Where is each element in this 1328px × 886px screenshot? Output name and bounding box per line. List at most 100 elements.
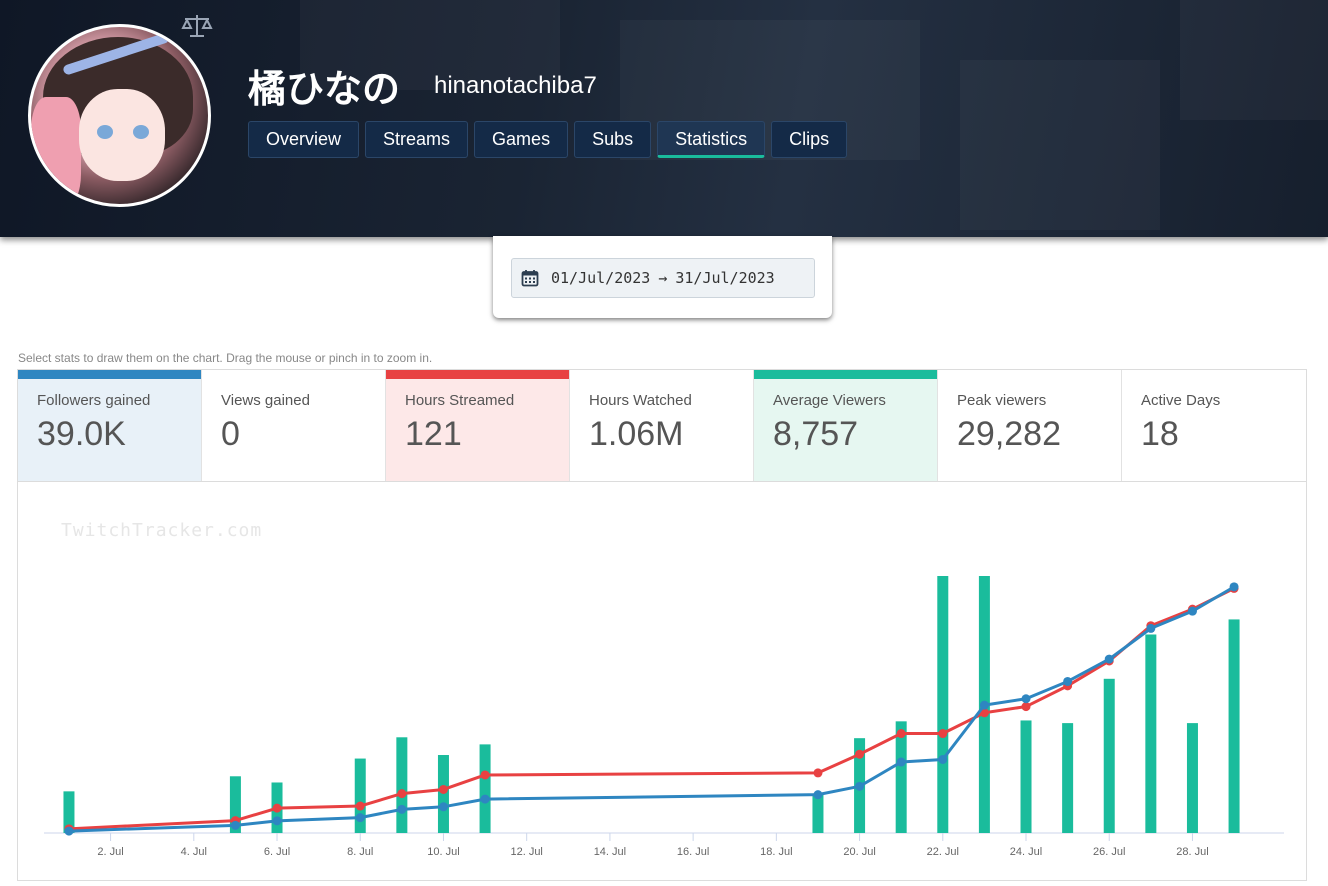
bar-average-viewers (1186, 723, 1198, 833)
tab-subs[interactable]: Subs (574, 121, 652, 158)
bar-average-viewers (354, 758, 366, 833)
point-hours-streamed (855, 749, 865, 759)
chart-canvas[interactable]: 2. Jul 4. Jul 6. Jul 8. Jul 10. Jul 12. Jul 14… (18, 482, 1308, 882)
stat-label: Followers gained (37, 392, 151, 409)
point-followers-gained (1187, 606, 1197, 616)
stat-value: 121 (405, 415, 462, 453)
point-followers-gained (1063, 676, 1073, 686)
bar-average-viewers (1103, 678, 1115, 833)
point-followers-gained (938, 754, 948, 764)
point-followers-gained (813, 790, 823, 800)
tab-statistics[interactable]: Statistics (657, 121, 766, 158)
point-followers-gained (230, 820, 240, 830)
x-tick-label: 28. Jul (1176, 846, 1208, 858)
stat-value: 1.06M (589, 415, 684, 453)
line-hours-streamed (68, 587, 1235, 831)
bar-average-viewers (895, 721, 907, 833)
bar-average-viewers (1020, 720, 1032, 833)
bar-average-viewers (396, 737, 408, 833)
point-followers-gained (1146, 623, 1156, 633)
tab-clips[interactable]: Clips (771, 121, 848, 158)
stat-active-days[interactable]: Active Days 18 (1122, 370, 1306, 482)
point-hours-streamed (1021, 702, 1031, 712)
x-tick-label: 22. Jul (927, 846, 959, 858)
tab-overview[interactable]: Overview (248, 121, 360, 158)
point-hours-streamed (272, 803, 282, 813)
x-tick-label: 10. Jul (427, 846, 459, 858)
point-hours-streamed (480, 770, 490, 780)
date-end: 31/Jul/2023 (675, 269, 775, 287)
x-tick-label: 14. Jul (594, 846, 626, 858)
bar-average-viewers (229, 776, 241, 833)
bar-average-viewers (937, 576, 949, 833)
x-tick-label: 4. Jul (181, 846, 207, 858)
calendar-icon (521, 270, 539, 287)
tab-games[interactable]: Games (474, 121, 569, 158)
stats-row: Followers gained 39.0K Views gained 0 Ho… (17, 369, 1307, 482)
line-followers-gained (68, 585, 1235, 833)
point-followers-gained (855, 781, 865, 791)
point-followers-gained (979, 700, 989, 710)
date-start: 01/Jul/2023 (551, 269, 651, 287)
avatar (28, 24, 211, 207)
watermark: TwitchTracker.com (61, 520, 263, 541)
x-tick-label: 2. Jul (97, 846, 123, 858)
stat-followers-gained[interactable]: Followers gained 39.0K (18, 370, 202, 482)
stat-value: 18 (1141, 415, 1179, 453)
date-range-picker[interactable]: 01/Jul/2023 → 31/Jul/2023 (511, 258, 815, 298)
login-name: hinanotachiba7 (434, 72, 597, 99)
stat-value: 39.0K (37, 415, 126, 453)
tab-streams[interactable]: Streams (365, 121, 469, 158)
stat-label: Views gained (221, 392, 310, 409)
point-followers-gained (272, 816, 282, 826)
bar-average-viewers (1062, 723, 1074, 833)
arrow-right-icon: → (658, 269, 668, 287)
stat-peak-viewers[interactable]: Peak viewers 29,282 (938, 370, 1122, 482)
display-name: 橘ひなの (248, 69, 401, 111)
bar-average-viewers (437, 755, 449, 833)
stat-hours-streamed[interactable]: Hours Streamed 121 (386, 370, 570, 482)
stat-value: 0 (221, 415, 240, 453)
profile-banner: 橘ひなの hinanotachiba7 Overview Streams Gam… (0, 0, 1328, 237)
point-hours-streamed (355, 801, 365, 811)
stat-value: 8,757 (773, 415, 859, 453)
stat-label: Peak viewers (957, 392, 1047, 409)
x-tick-label: 6. Jul (264, 846, 290, 858)
point-followers-gained (64, 826, 74, 836)
x-tick-label: 24. Jul (1010, 846, 1042, 858)
x-tick-label: 12. Jul (510, 846, 542, 858)
x-tick-label: 26. Jul (1093, 846, 1125, 858)
point-hours-streamed (813, 768, 823, 778)
stat-label: Active Days (1141, 392, 1221, 409)
stat-label: Hours Streamed (405, 392, 515, 409)
point-followers-gained (1104, 654, 1114, 664)
point-followers-gained (1229, 582, 1239, 592)
scale-icon[interactable] (181, 13, 213, 39)
point-followers-gained (397, 804, 407, 814)
point-hours-streamed (896, 729, 906, 739)
point-hours-streamed (938, 729, 948, 739)
point-hours-streamed (438, 784, 448, 794)
stat-views-gained[interactable]: Views gained 0 (202, 370, 386, 482)
point-followers-gained (355, 813, 365, 823)
x-tick-label: 16. Jul (677, 846, 709, 858)
point-hours-streamed (397, 789, 407, 799)
point-followers-gained (1021, 694, 1031, 704)
date-range-card: 01/Jul/2023 → 31/Jul/2023 (493, 236, 832, 318)
bar-average-viewers (63, 791, 75, 833)
stat-average-viewers[interactable]: Average Viewers 8,757 (754, 370, 938, 482)
bar-average-viewers (812, 794, 824, 833)
stat-hours-watched[interactable]: Hours Watched 1.06M (570, 370, 754, 482)
bar-average-viewers (1145, 634, 1157, 833)
stats-chart[interactable]: TwitchTracker.com 2. Jul 4. Jul 6. Jul 8. J… (17, 481, 1307, 881)
point-followers-gained (896, 757, 906, 767)
stat-label: Average Viewers (773, 392, 886, 409)
x-tick-label: 8. Jul (347, 846, 373, 858)
x-tick-label: 18. Jul (760, 846, 792, 858)
point-followers-gained (480, 794, 490, 804)
point-followers-gained (438, 802, 448, 812)
bar-average-viewers (479, 744, 491, 833)
profile-tabs: Overview Streams Games Subs Statistics C… (248, 121, 848, 159)
stat-value: 29,282 (957, 415, 1061, 453)
bar-average-viewers (1228, 619, 1240, 833)
